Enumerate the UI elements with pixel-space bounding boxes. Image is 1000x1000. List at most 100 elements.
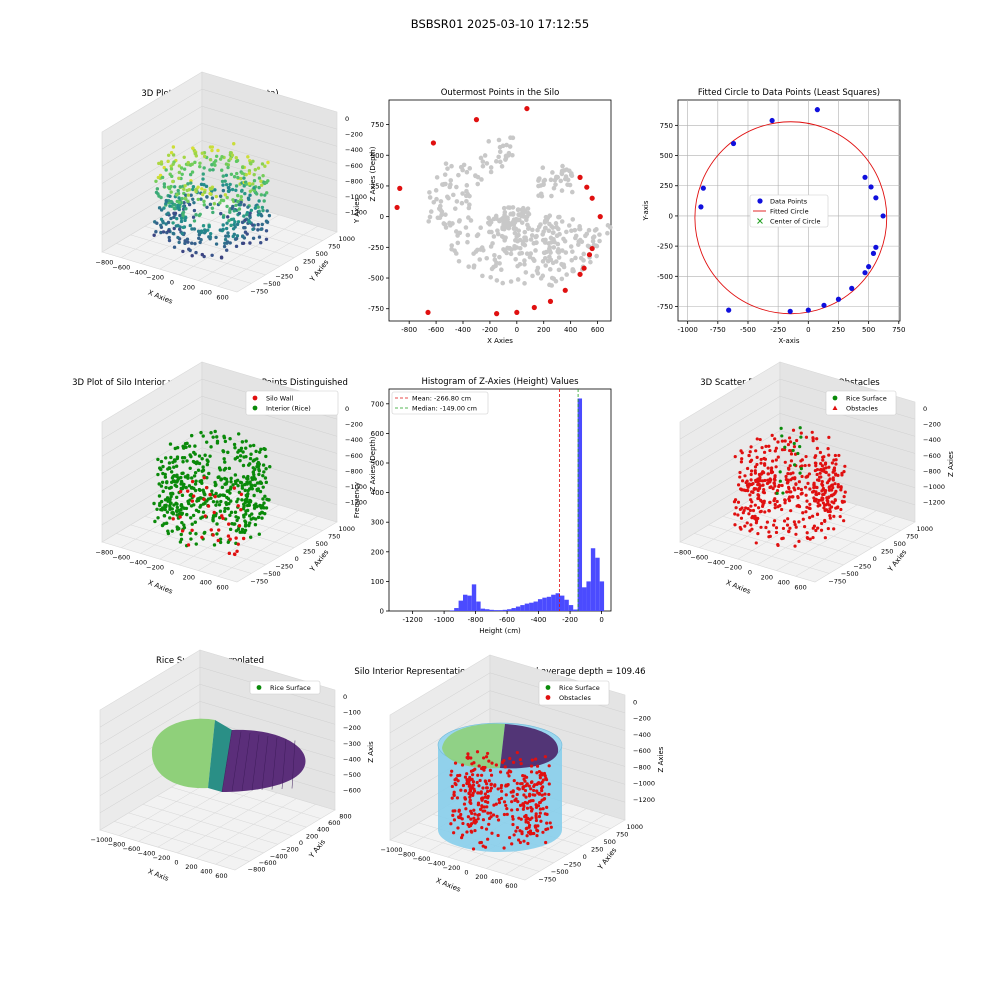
obstacle-point: [842, 500, 846, 504]
interior-point: [262, 506, 266, 510]
obstacle-point: [768, 448, 772, 453]
scan-point: [231, 198, 235, 202]
obstacle-point: [465, 830, 469, 834]
interior-point: [257, 462, 261, 466]
scan-point: [455, 240, 461, 246]
obstacle-point: [480, 773, 484, 777]
z-tick-label: −800: [923, 467, 941, 475]
surface-mesh-line: [281, 738, 287, 790]
scan-point: [577, 226, 583, 232]
obstacle-point: [787, 467, 791, 471]
interior-point: [169, 501, 173, 505]
obstacle-point: [818, 450, 823, 455]
obstacle-point: [529, 787, 533, 791]
obstacle-point: [796, 486, 800, 491]
scan-point: [186, 182, 190, 186]
obstacle-point: [745, 488, 749, 492]
scan-point: [573, 235, 578, 241]
interior-point: [166, 467, 170, 471]
interior-point: [205, 440, 209, 444]
obstacle-point: [832, 468, 837, 473]
scan-point: [564, 272, 569, 277]
obstacle-point: [479, 840, 483, 845]
obstacle-point: [749, 445, 753, 449]
scan-point: [537, 176, 542, 181]
histogram-bar: [590, 548, 596, 611]
obstacle-point: [510, 842, 514, 846]
grid-line-z: [101, 413, 203, 474]
scan-point: [200, 252, 204, 257]
scan-point: [501, 205, 507, 211]
histogram-bar: [471, 584, 477, 611]
obstacle-point: [532, 788, 536, 793]
scan-point: [527, 254, 533, 260]
scan-point: [607, 225, 613, 230]
interior-point: [180, 482, 184, 486]
interior-point: [189, 486, 194, 490]
obstacle-point: [739, 516, 744, 520]
obstacle-point: [485, 805, 489, 809]
interior-point: [201, 510, 206, 514]
obstacle-point: [815, 446, 819, 450]
histogram-bar: [511, 608, 516, 611]
obstacle-point: [791, 476, 795, 480]
scan-point: [191, 215, 196, 219]
scan-point: [183, 216, 188, 220]
scan-point: [558, 178, 564, 184]
obstacle-point: [783, 439, 787, 443]
scan-point: [445, 166, 450, 171]
histogram-bar: [524, 603, 530, 611]
scan-point: [221, 174, 225, 178]
obstacle-point: [814, 461, 818, 465]
scan-point: [200, 151, 205, 155]
interior-point: [243, 488, 247, 493]
obstacle-point: [821, 486, 826, 491]
scan-point: [549, 275, 555, 281]
obstacle-point: [794, 525, 798, 529]
grid-line-floor: [217, 226, 318, 287]
scan-point: [257, 209, 261, 214]
obstacle-point: [749, 478, 753, 482]
grid-line-z: [201, 106, 338, 147]
scan-point: [235, 171, 239, 176]
scan-point: [216, 148, 220, 153]
interior-point: [191, 459, 196, 464]
y-tick-label: -500: [368, 275, 384, 283]
scan-point: [590, 238, 596, 244]
obstacle-point: [821, 496, 825, 501]
scan-point: [242, 214, 246, 218]
obstacle-point: [486, 837, 490, 841]
obstacle-point: [494, 763, 498, 767]
obstacle-point: [825, 498, 829, 502]
obstacle-point: [470, 773, 475, 777]
rice-surface-point: [793, 463, 797, 467]
interior-point: [164, 521, 169, 525]
y-tick-label: 300: [371, 519, 384, 527]
scan-point: [542, 177, 548, 183]
obstacle-point: [496, 833, 500, 838]
legend-marker-center: [757, 218, 763, 224]
obstacle-point: [459, 788, 463, 792]
scan-point: [220, 179, 225, 184]
scan-point: [534, 233, 539, 239]
scan-point: [225, 195, 229, 200]
legend-box: [749, 194, 829, 228]
obstacle-point: [829, 493, 833, 498]
scan-point: [530, 227, 535, 233]
y-tick-label: −200: [281, 846, 299, 854]
subplot-outermost-points: -800 -600 -400 -200 0 200 400 600-750-500-25002…: [353, 88, 613, 345]
histogram-bar: [502, 609, 508, 611]
scan-point: [264, 237, 269, 241]
grid-line-z: [779, 413, 916, 454]
scan-point: [517, 261, 523, 267]
scan-point: [251, 182, 255, 186]
scan-point: [449, 243, 455, 248]
interior-point: [223, 509, 227, 513]
interior-point: [264, 467, 268, 471]
interior-point: [219, 477, 224, 481]
scan-point: [157, 161, 161, 166]
scan-point: [225, 240, 230, 244]
obstacle-point: [541, 785, 545, 789]
grid-line-floor: [173, 498, 309, 540]
scan-point: [235, 234, 240, 238]
